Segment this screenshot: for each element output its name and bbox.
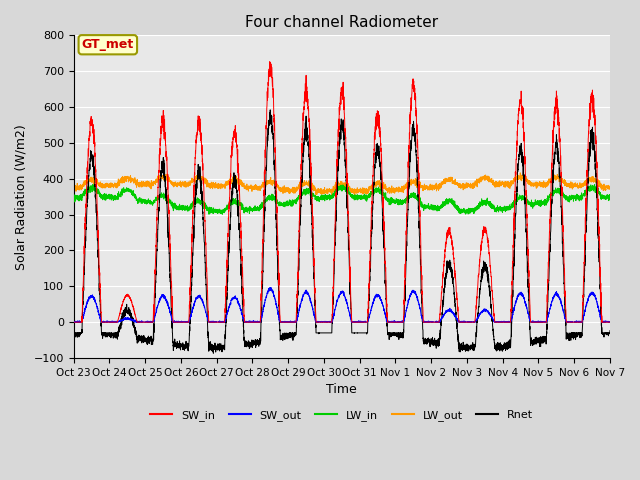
Rnet [166, 275, 174, 281]
SW_in [322, 319, 330, 325]
Text: GT_met: GT_met [82, 38, 134, 51]
SW_in [433, 319, 440, 325]
LW_out [462, 182, 470, 188]
Rnet [606, 328, 614, 334]
LW_in [166, 198, 174, 204]
SW_in [493, 319, 500, 325]
LW_out [516, 170, 524, 176]
LW_in [322, 193, 330, 199]
LW_out [322, 189, 330, 195]
LW_in [70, 193, 77, 199]
SW_in [606, 319, 614, 325]
Rnet [70, 330, 77, 336]
SW_in [166, 246, 174, 252]
Line: Rnet: Rnet [74, 110, 610, 353]
Rnet [433, 341, 440, 347]
Rnet [209, 350, 217, 356]
LW_out [606, 186, 614, 192]
LW_out [351, 192, 358, 198]
Line: SW_in: SW_in [74, 61, 610, 322]
SW_out [433, 319, 440, 324]
SW_in [266, 59, 273, 64]
Rnet [493, 347, 500, 353]
LW_in [462, 209, 470, 215]
SW_in [462, 319, 470, 325]
LW_in [606, 195, 614, 201]
LW_in [605, 193, 613, 199]
LW_in [493, 207, 500, 213]
Line: LW_in: LW_in [74, 184, 610, 214]
LW_out [70, 184, 77, 190]
SW_in [605, 319, 613, 325]
SW_out [493, 319, 500, 324]
SW_in [70, 319, 77, 325]
X-axis label: Time: Time [326, 383, 357, 396]
LW_out [493, 181, 500, 187]
LW_in [219, 211, 227, 217]
Rnet [605, 330, 613, 336]
Title: Four channel Radiometer: Four channel Radiometer [245, 15, 438, 30]
SW_out [70, 319, 77, 325]
LW_in [433, 206, 440, 212]
Y-axis label: Solar Radiation (W/m2): Solar Radiation (W/m2) [15, 124, 28, 270]
Line: LW_out: LW_out [74, 173, 610, 195]
SW_out [322, 319, 330, 325]
LW_out [433, 180, 440, 186]
Rnet [322, 330, 330, 336]
Legend: SW_in, SW_out, LW_in, LW_out, Rnet: SW_in, SW_out, LW_in, LW_out, Rnet [146, 406, 538, 425]
SW_out [606, 319, 614, 325]
Line: SW_out: SW_out [74, 288, 610, 322]
SW_out [166, 310, 174, 315]
Rnet [266, 107, 274, 113]
LW_in [89, 181, 97, 187]
SW_out [462, 319, 470, 325]
SW_out [267, 285, 275, 290]
Rnet [462, 345, 470, 351]
LW_out [166, 179, 174, 184]
SW_out [605, 319, 613, 325]
LW_out [605, 185, 613, 191]
